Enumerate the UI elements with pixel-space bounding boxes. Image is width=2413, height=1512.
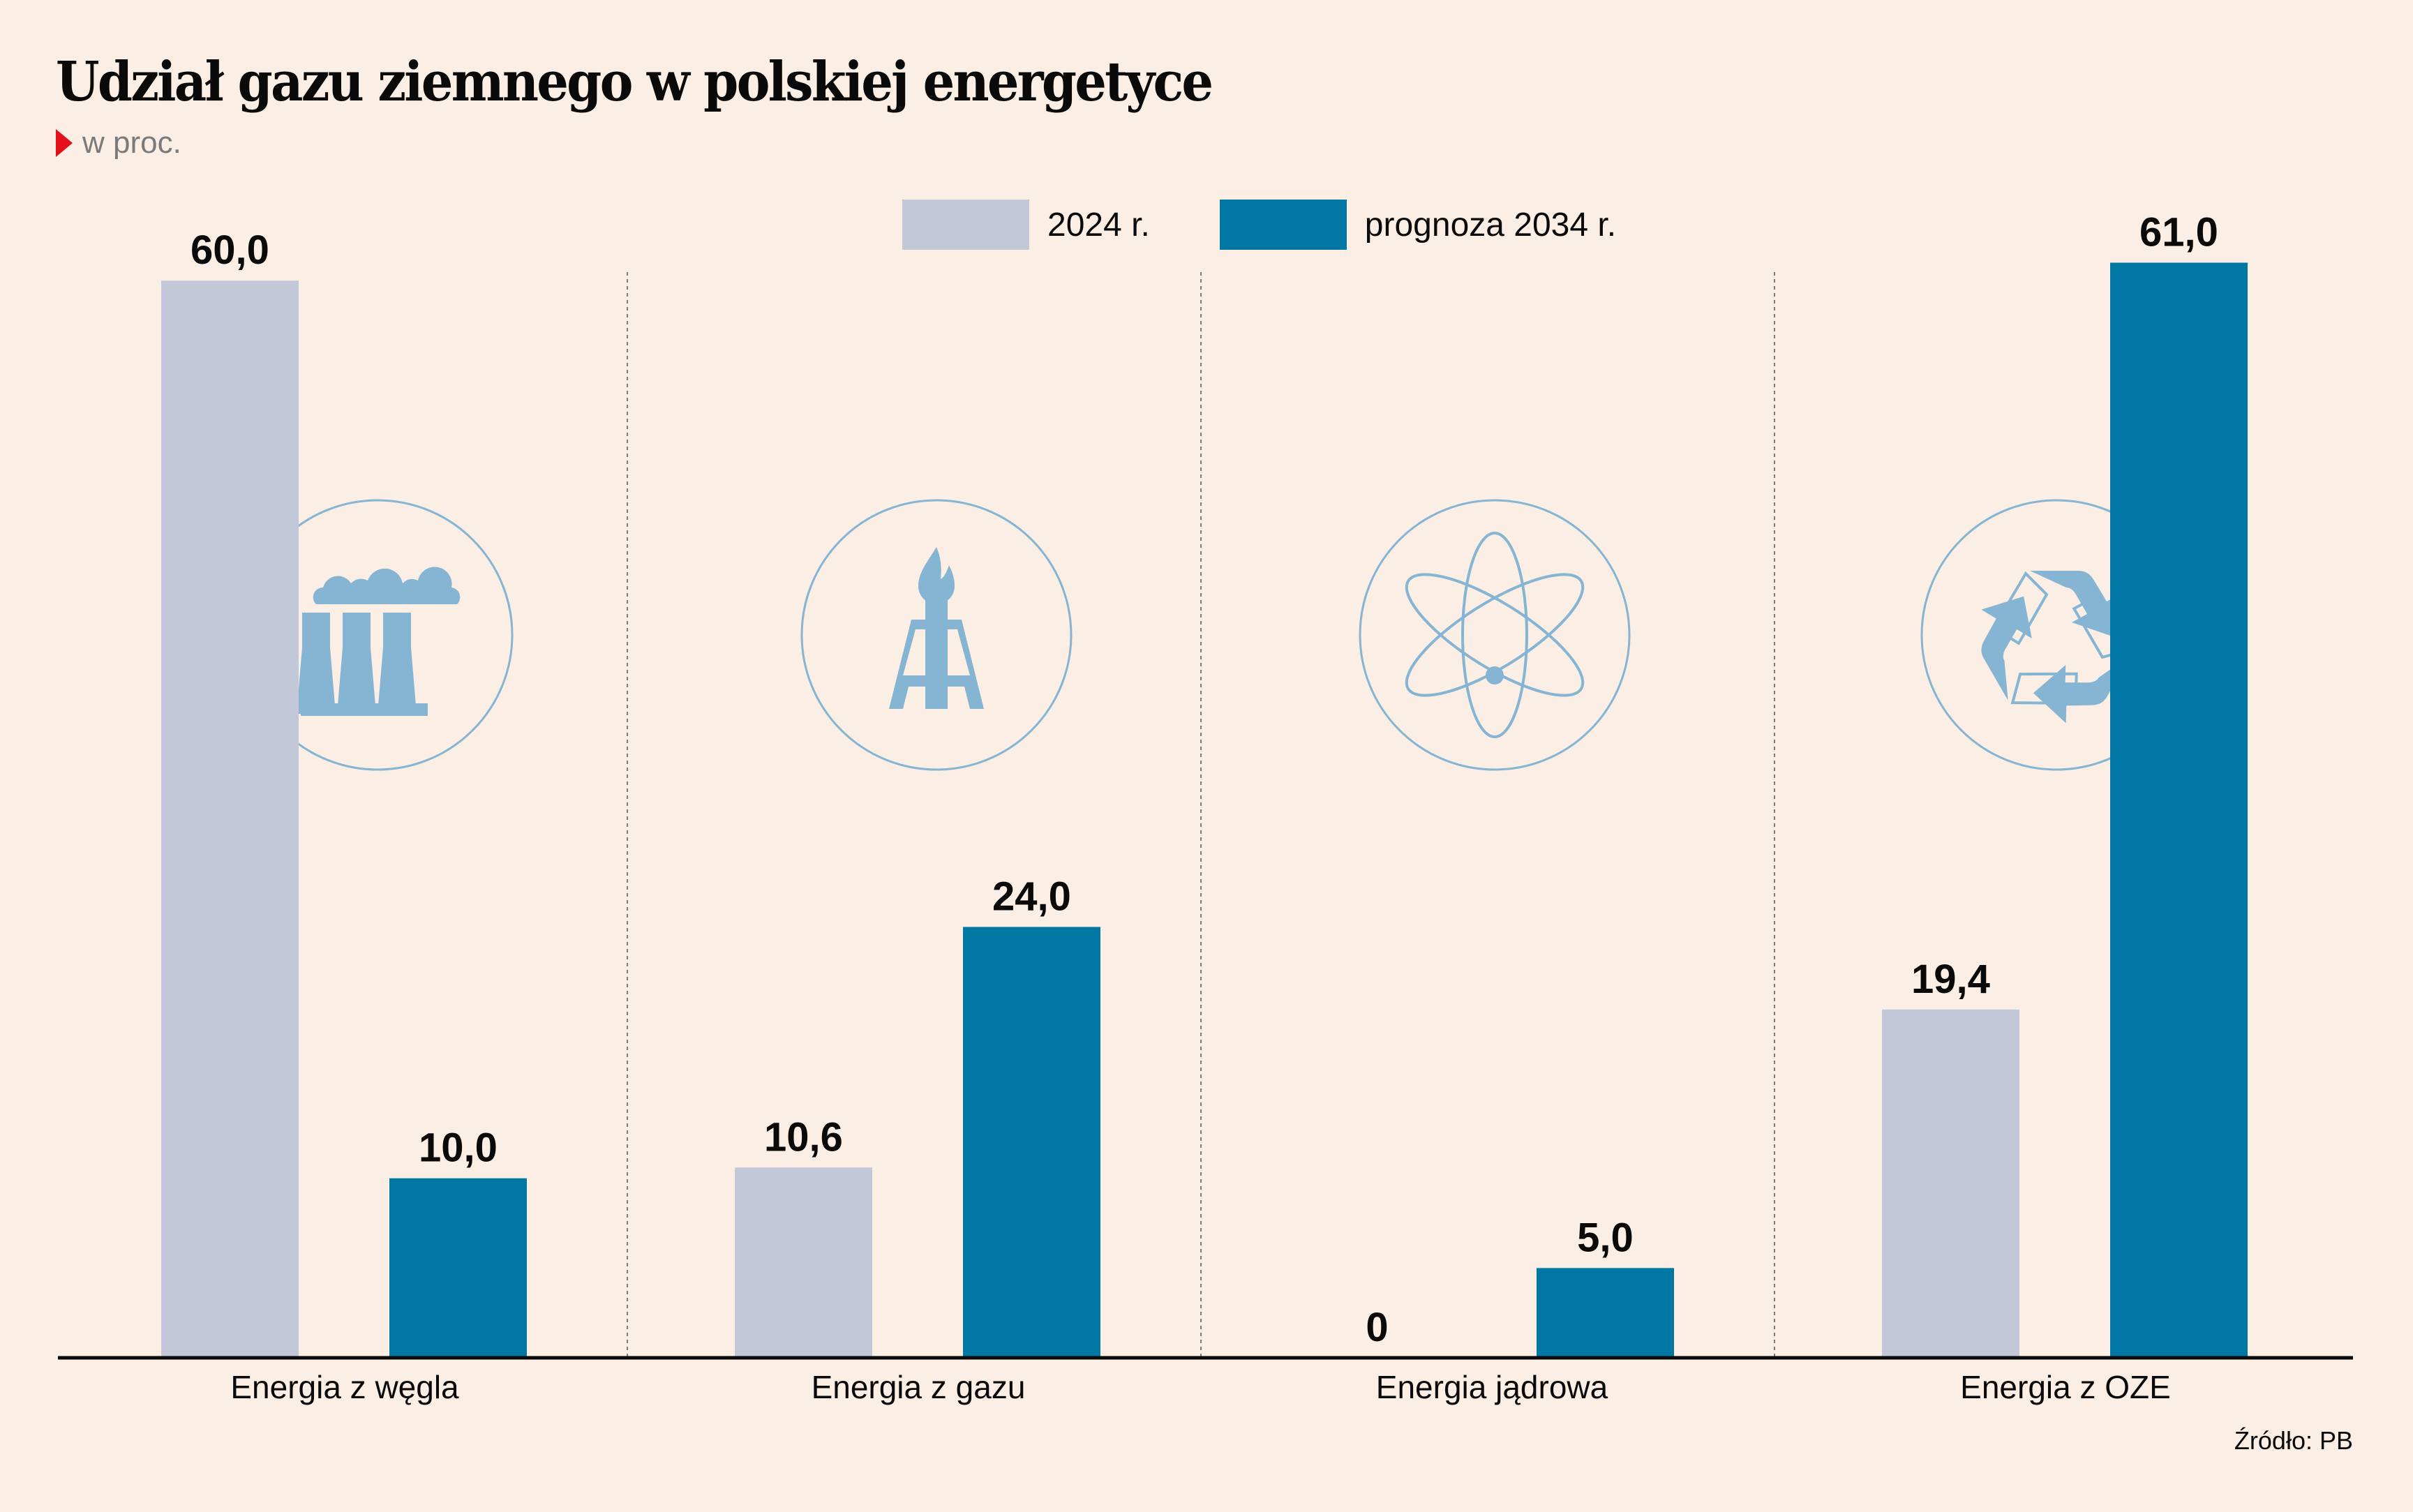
legend-item-2034: prognoza 2034 r. (1219, 200, 1617, 250)
bar-2034-2 (1537, 1268, 1674, 1358)
triangle-marker-icon (56, 129, 73, 157)
legend: 2024 r. prognoza 2034 r. (902, 200, 1686, 250)
bar-value-label: 5,0 (1577, 1215, 1634, 1260)
bar-value-label: 10,6 (764, 1114, 843, 1160)
category-label: Energia z OZE (1960, 1369, 2171, 1405)
source-note: Źródło: PB (2234, 1426, 2353, 1455)
power-plant-icon (241, 499, 514, 771)
bar-2024-0 (161, 280, 299, 1358)
bar-value-label: 60,0 (190, 227, 269, 273)
legend-swatch-2034 (1219, 200, 1347, 250)
unit-label: w proc. (82, 126, 181, 160)
chart-title: Udział gazu ziemnego w polskiej energety… (56, 50, 1213, 114)
legend-item-2024: 2024 r. (902, 200, 1150, 250)
bar-value-label: 61,0 (2139, 209, 2218, 255)
icon-circle (800, 499, 1073, 771)
legend-swatch-2024 (902, 200, 1029, 250)
bar-2024-3 (1882, 1009, 2019, 1358)
icon-circle (1359, 499, 1631, 771)
atom-icon (1359, 499, 1631, 771)
bar-value-label: 19,4 (1911, 957, 1990, 1002)
category-label: Energia z węgla (230, 1369, 459, 1405)
gas-rig-icon (800, 499, 1073, 771)
category-label: Energia jądrowa (1376, 1369, 1608, 1405)
bar-2034-1 (963, 927, 1100, 1358)
bar-2024-1 (735, 1167, 872, 1358)
bar-value-label: 10,0 (419, 1125, 498, 1171)
bar-2034-3 (2110, 262, 2248, 1358)
bar-value-label: 0 (1366, 1305, 1388, 1350)
bar-2034-0 (389, 1178, 527, 1358)
legend-label-2024: 2024 r. (1047, 206, 1150, 244)
bar-value-label: 24,0 (992, 874, 1071, 919)
category-label: Energia z gazu (812, 1369, 1026, 1405)
legend-label-2034: prognoza 2034 r. (1364, 206, 1617, 244)
chart-subtitle: w proc. (56, 126, 181, 160)
